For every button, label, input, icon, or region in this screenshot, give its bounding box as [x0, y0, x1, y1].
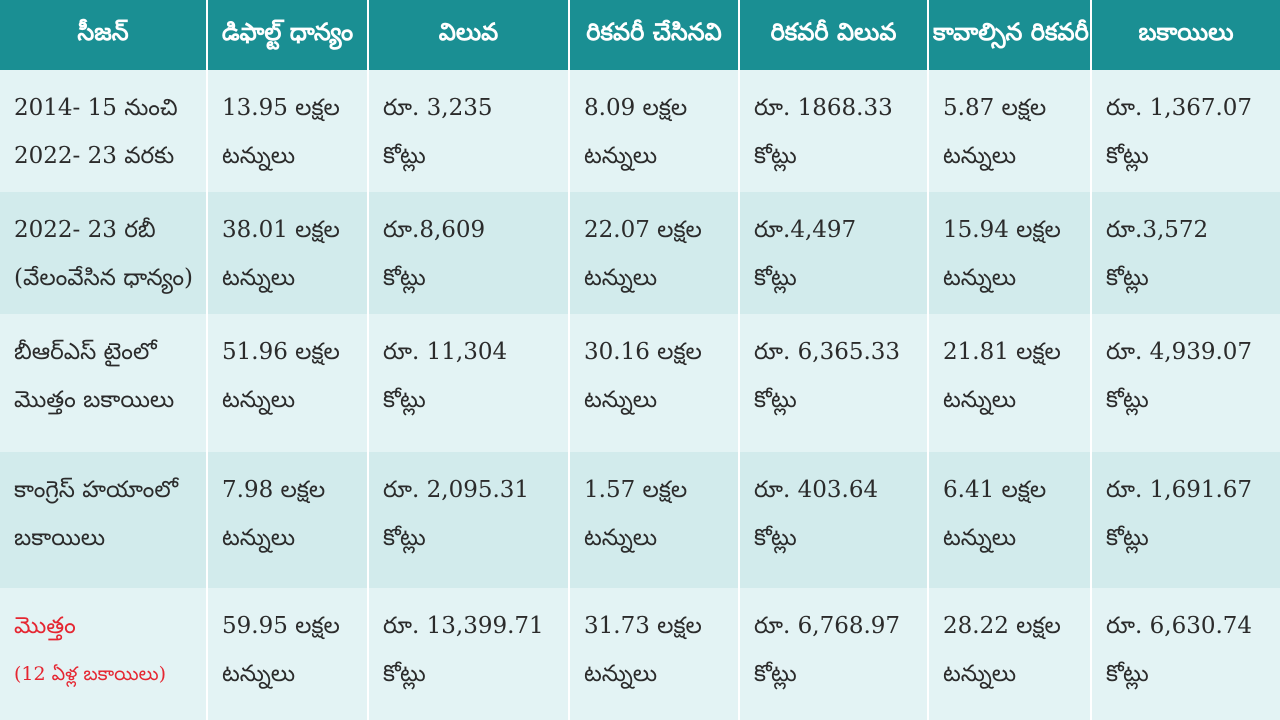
cell-required-recovery: 5.87 లక్షల టన్నులు [928, 70, 1092, 192]
cell-recovered: 1.57 లక్షల టన్నులు [569, 452, 740, 588]
cell-dues: రూ. 1,691.67 కోట్లు [1091, 452, 1280, 588]
table-row: కాంగ్రెస్‌ హయాంలో బకాయిలు 7.98 లక్షల టన్ను… [0, 452, 1280, 588]
cell-value: రూ. 2,095.31 కోట్లు [368, 452, 570, 588]
cell-recovered: 30.16 లక్షల టన్నులు [569, 314, 740, 452]
table-row: 2022- 23 రబీ (వేలంవేసిన ధాన్యం) 38.01 లక్… [0, 192, 1280, 314]
cell-default-grain: 13.95 లక్షల టన్నులు [207, 70, 369, 192]
cell-dues: రూ. 1,367.07 కోట్లు [1091, 70, 1280, 192]
total-row: మొత్తం (12 ఏళ్ల బకాయిలు) 59.95 లక్షల టన్ను… [0, 588, 1280, 720]
cell-season: 2014- 15 నుంచి 2022- 23 వరకు [0, 70, 208, 192]
cell-season-total: మొత్తం (12 ఏళ్ల బకాయిలు) [0, 588, 208, 720]
cell-dues: రూ. 6,630.74 కోట్లు [1091, 588, 1280, 720]
cell-season: కాంగ్రెస్‌ హయాంలో బకాయిలు [0, 452, 208, 588]
header-required-recovery: కావాల్సిన రికవరీ [928, 0, 1092, 70]
cell-recovered: 8.09 లక్షల టన్నులు [569, 70, 740, 192]
cell-value: రూ. 11,304 కోట్లు [368, 314, 570, 452]
cell-required-recovery: 21.81 లక్షల టన్నులు [928, 314, 1092, 452]
cell-required-recovery: 15.94 లక్షల టన్నులు [928, 192, 1092, 314]
cell-dues: రూ.3,572 కోట్లు [1091, 192, 1280, 314]
table-row: 2014- 15 నుంచి 2022- 23 వరకు 13.95 లక్షల ట… [0, 70, 1280, 192]
cell-dues: రూ. 4,939.07 కోట్లు [1091, 314, 1280, 452]
cell-default-grain: 38.01 లక్షల టన్నులు [207, 192, 369, 314]
cell-recovery-value: రూ. 1868.33 కోట్లు [739, 70, 929, 192]
cell-recovered: 22.07 లక్షల టన్నులు [569, 192, 740, 314]
cell-recovery-value: రూ. 6,365.33 కోట్లు [739, 314, 929, 452]
header-dues: బకాయిలు [1091, 0, 1280, 70]
header-row: సీజన్ డిఫాల్ట్‌ ధాన్యం విలువ రికవరీ చేసి… [0, 0, 1280, 70]
cell-value: రూ.8,609 కోట్లు [368, 192, 570, 314]
cell-required-recovery: 6.41 లక్షల టన్నులు [928, 452, 1092, 588]
header-default-grain: డిఫాల్ట్‌ ధాన్యం [207, 0, 369, 70]
cell-recovery-value: రూ. 403.64 కోట్లు [739, 452, 929, 588]
cell-recovery-value: రూ.4,497 కోట్లు [739, 192, 929, 314]
table-row: బీఆర్‌ఎస్‌ టైంలో మొత్తం బకాయిలు 51.96 లక్… [0, 314, 1280, 452]
cell-recovered: 31.73 లక్షల టన్నులు [569, 588, 740, 720]
cell-recovery-value: రూ. 6,768.97 కోట్లు [739, 588, 929, 720]
header-recovery-value: రికవరీ విలువ [739, 0, 929, 70]
header-season: సీజన్ [0, 0, 208, 70]
cell-default-grain: 7.98 లక్షల టన్నులు [207, 452, 369, 588]
cell-season: 2022- 23 రబీ (వేలంవేసిన ధాన్యం) [0, 192, 208, 314]
header-recovered: రికవరీ చేసినవి [569, 0, 740, 70]
header-value: విలువ [368, 0, 570, 70]
cell-value: రూ. 3,235 కోట్లు [368, 70, 570, 192]
cell-value: రూ. 13,399.71 కోట్లు [368, 588, 570, 720]
cell-default-grain: 59.95 లక్షల టన్నులు [207, 588, 369, 720]
cell-default-grain: 51.96 లక్షల టన్నులు [207, 314, 369, 452]
cell-required-recovery: 28.22 లక్షల టన్నులు [928, 588, 1092, 720]
cell-season: బీఆర్‌ఎస్‌ టైంలో మొత్తం బకాయిలు [0, 314, 208, 452]
